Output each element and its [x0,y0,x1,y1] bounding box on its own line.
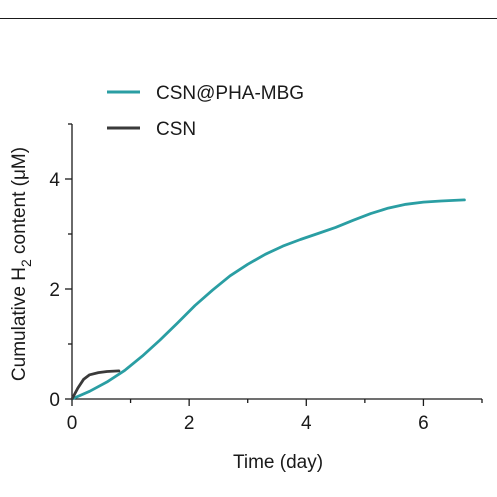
legend-label-csn-pha-mbg: CSN@PHA-MBG [156,83,304,104]
x-tick-label: 0 [67,413,78,434]
axes: 0 2 4 0 2 4 6 [49,123,483,434]
x-tick-label: 6 [418,413,429,434]
y-axis-title-subscript: 2 [18,259,34,267]
legend-label-csn: CSN [156,119,196,140]
y-axis-title: Cumulative H2 content (μM) [9,147,34,381]
top-border-line [0,0,497,19]
series-line-csn [70,369,121,401]
y-tick-label: 0 [49,390,60,411]
x-tick-label: 2 [184,413,195,434]
y-tick-label: 2 [49,280,60,301]
y-axis-title-part-1: Cumulative H [9,267,30,381]
series-line-csn-pha-mbg [70,198,466,401]
x-axis-title: Time (day) [233,452,323,473]
y-axis-title-part-2: content (μM) [9,147,30,259]
legend: CSN@PHA-MBG CSN [107,83,304,140]
series-layer [70,198,466,401]
y-tick-label: 4 [49,170,60,191]
x-tick-label: 4 [301,413,312,434]
